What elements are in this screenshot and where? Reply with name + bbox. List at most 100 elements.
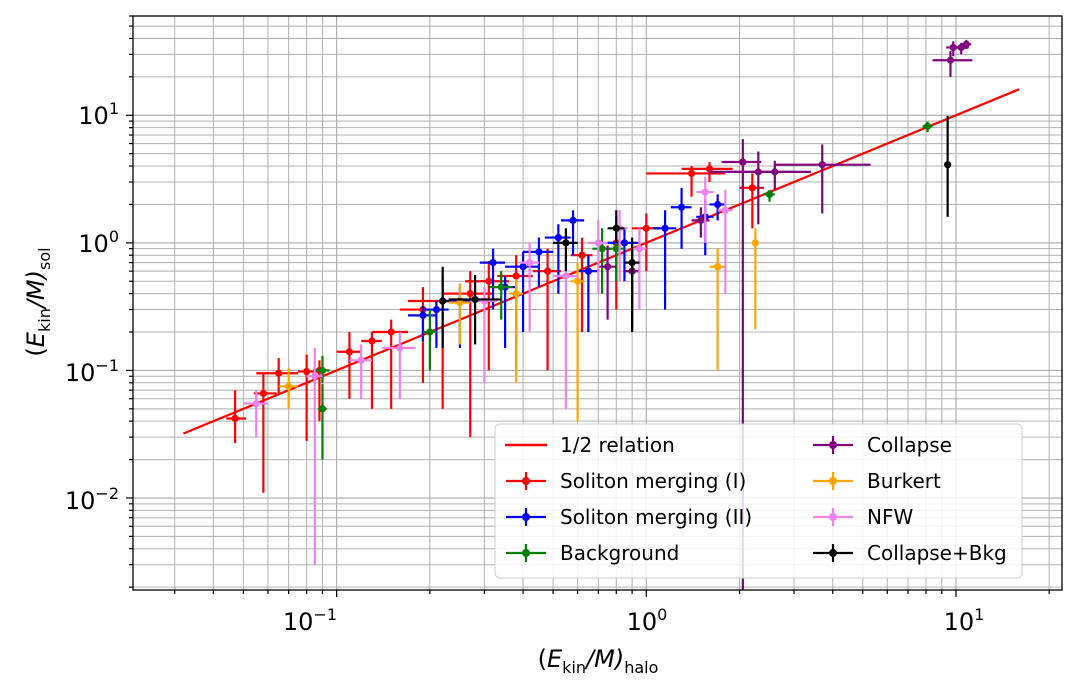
marker — [748, 184, 756, 192]
y-tick-label-0.01: 10−2 — [65, 484, 119, 515]
marker — [944, 161, 952, 169]
legend-label-background: Background — [560, 541, 679, 565]
marker — [387, 328, 395, 336]
data-point — [624, 237, 640, 333]
legend-label-nfw: NFW — [867, 505, 913, 529]
data-point — [448, 274, 502, 345]
marker — [714, 200, 722, 209]
legend-label-burkert: Burkert — [867, 469, 941, 493]
data-point — [553, 228, 578, 272]
marker — [526, 259, 534, 267]
marker — [285, 382, 293, 390]
marker — [598, 245, 606, 253]
x-tick-label-0.1: 10−1 — [283, 605, 337, 636]
legend-marker — [506, 544, 546, 562]
marker — [368, 337, 376, 345]
x-axis-label: (Ekin/M)halo — [538, 645, 659, 677]
axis-ticks — [126, 15, 1050, 597]
data-point — [598, 245, 617, 320]
series-soliton-merging-ii — [407, 187, 726, 348]
data-point — [497, 255, 533, 371]
marker — [739, 158, 747, 166]
data-point — [297, 354, 317, 441]
marker — [946, 56, 955, 64]
data-point — [448, 283, 471, 345]
marker — [584, 267, 592, 275]
data-point — [577, 255, 599, 333]
data-point — [922, 121, 933, 132]
data-point — [532, 248, 561, 371]
data-point — [314, 355, 330, 383]
data-point — [371, 319, 408, 409]
legend-markers — [505, 436, 853, 562]
marker — [642, 224, 650, 232]
data-point — [717, 189, 733, 294]
marker — [677, 203, 686, 211]
marker — [751, 239, 759, 247]
data-point — [646, 166, 726, 197]
data-point — [607, 210, 625, 243]
data-point — [256, 358, 298, 395]
marker — [697, 216, 705, 224]
data-point — [442, 271, 494, 438]
marker — [432, 305, 441, 314]
data-point — [560, 210, 585, 256]
marker — [962, 40, 970, 48]
data-point — [317, 384, 327, 460]
marker — [569, 216, 577, 224]
legend-label-soliton-merging-2: Soliton merging (II) — [560, 505, 752, 529]
marker — [471, 295, 479, 304]
data-point — [944, 115, 952, 217]
marker — [818, 161, 826, 169]
data-point — [465, 261, 509, 371]
data-point — [691, 207, 710, 238]
data-point — [751, 228, 759, 330]
legend-marker — [813, 472, 853, 490]
series-collapse-bkg — [439, 115, 952, 348]
marker — [604, 263, 612, 271]
series-soliton-merging-i — [226, 162, 765, 493]
marker — [456, 299, 464, 307]
data-point — [588, 220, 608, 294]
marker — [497, 283, 505, 291]
data-point — [961, 39, 972, 50]
data-point — [349, 344, 372, 399]
legend-label-collapse-bkg: Collapse+Bkg — [867, 541, 1007, 565]
plot-frame — [132, 15, 1063, 591]
marker — [535, 248, 543, 256]
data-point — [407, 305, 437, 342]
data-point — [439, 266, 449, 348]
legend-label-soliton-merging-1: Soliton merging (I) — [560, 469, 746, 493]
y-tick-label-0.1: 10−1 — [65, 356, 119, 387]
marker — [426, 328, 434, 336]
data-point — [519, 242, 539, 333]
data-point — [422, 301, 449, 348]
marker — [489, 259, 497, 267]
marker — [303, 367, 311, 376]
data-point — [422, 309, 437, 371]
data-point — [278, 367, 298, 409]
marker — [512, 272, 520, 280]
marker — [259, 389, 267, 398]
data-series — [226, 39, 973, 590]
marker — [252, 399, 260, 408]
data-point — [709, 194, 726, 221]
marker — [573, 277, 582, 285]
marker — [701, 188, 709, 196]
series-nfw — [243, 176, 733, 565]
legend-marker — [813, 436, 853, 454]
y-tick-label-1: 100 — [78, 227, 119, 258]
marker — [924, 122, 932, 130]
data-point — [243, 390, 268, 438]
x-tick-label-10: 101 — [944, 605, 985, 636]
legend-marker — [506, 508, 546, 526]
marker — [519, 263, 527, 271]
data-point — [774, 144, 871, 214]
data-point — [652, 210, 677, 310]
marker — [562, 272, 570, 280]
data-point — [488, 271, 513, 320]
data-point — [696, 176, 714, 243]
data-point — [570, 237, 593, 333]
marker — [612, 245, 620, 253]
